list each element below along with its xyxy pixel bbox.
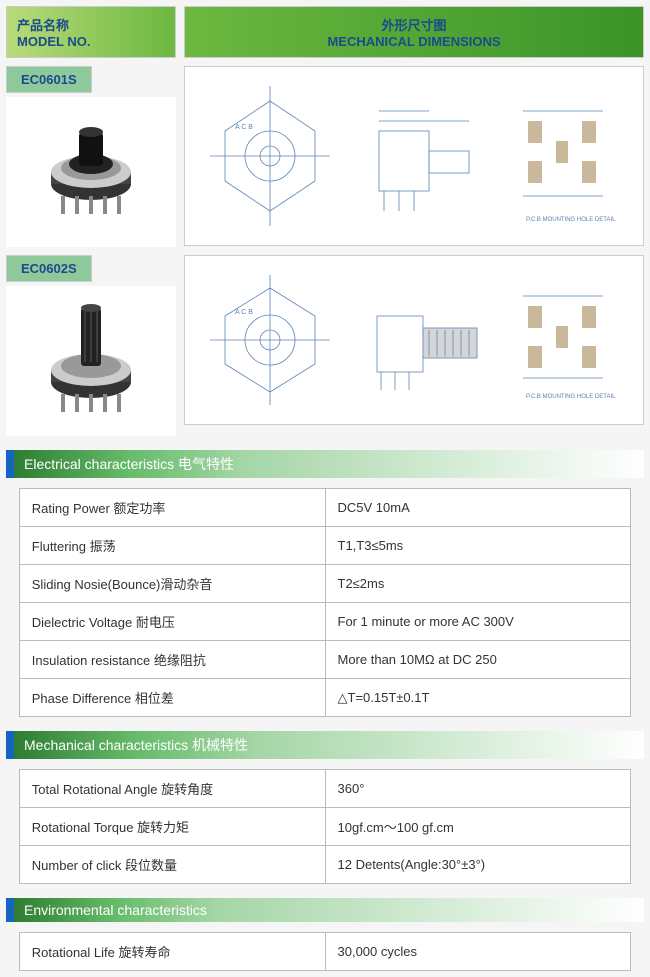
dimensions-box-1: A C B P.C.B MOUNTING HOLE DETAIL [184,66,644,246]
mechanical-table: Total Rotational Angle 旋转角度360° Rotation… [19,769,631,884]
tech-drawing-side-icon [359,270,489,410]
header-dim-en: MECHANICAL DIMENSIONS [195,34,633,49]
spec-label: Dielectric Voltage 耐电压 [19,603,325,641]
header-model-cn: 产品名称 [17,15,165,34]
table-row: Dielectric Voltage 耐电压 For 1 minute or m… [19,603,630,641]
tech-drawing-top-icon: A C B [200,270,340,410]
product-row-1: EC0601S A C B [6,66,644,247]
table-row: Insulation resistance 绝缘阻抗More than 10MΩ… [19,641,630,679]
spec-value: For 1 minute or more AC 300V [325,603,631,641]
product-image-1 [6,97,176,247]
spec-label: Fluttering 振荡 [19,527,325,565]
dimensions-box-2: A C B P.C.B MOUNTING HOLE DETAIL [184,255,644,425]
section-bar-environmental: Environmental characteristics [6,898,644,922]
section-title-mechanical: Mechanical characteristics 机械特性 [14,731,258,759]
spec-label: Rotational Torque 旋转力矩 [19,808,325,846]
spec-label: Phase Difference 相位差 [19,679,325,717]
table-row: Rating Power 额定功率DC5V 10mA [19,489,630,527]
header-dimensions: 外形尺寸图 MECHANICAL DIMENSIONS [184,6,644,58]
spec-label: Total Rotational Angle 旋转角度 [19,770,325,808]
product-left-2: EC0602S [6,255,176,436]
section-bar-mechanical: Mechanical characteristics 机械特性 [6,731,644,759]
tech-drawing-top-icon: A C B [200,81,340,231]
table-row: Rotational Life 旋转寿命30,000 cycles [19,933,630,971]
table-row: Fluttering 振荡T1,T3≤5ms [19,527,630,565]
table-row: Sliding Nosie(Bounce)滑动杂音T2≤2ms [19,565,630,603]
product-left-1: EC0601S [6,66,176,247]
spec-value: △T=0.15T±0.1T [325,679,631,717]
spec-value: More than 10MΩ at DC 250 [325,641,631,679]
encoder-icon [31,296,151,426]
spec-label: Number of click 段位数量 [19,846,325,884]
tech-drawing-pcb-icon: P.C.B MOUNTING HOLE DETAIL [508,81,628,231]
spec-label: Rating Power 额定功率 [19,489,325,527]
section-bar-electrical: Electrical characteristics 电气特性 [6,450,644,478]
section-title-electrical: Electrical characteristics 电气特性 [14,450,244,478]
product-row-2: EC0602S A C [6,255,644,436]
spec-value: 10gf.cm～100 gf.cm [325,808,631,846]
spec-value: T2≤2ms [325,565,631,603]
header-dim-cn: 外形尺寸图 [195,15,633,34]
section-tick-icon [6,731,14,759]
spec-label: Insulation resistance 绝缘阻抗 [19,641,325,679]
spec-value: 360° [325,770,631,808]
spec-label: Rotational Life 旋转寿命 [19,933,325,971]
table-row: Total Rotational Angle 旋转角度360° [19,770,630,808]
spec-value: DC5V 10mA [325,489,631,527]
header-row: 产品名称 MODEL NO. 外形尺寸图 MECHANICAL DIMENSIO… [6,6,644,58]
svg-text:P.C.B MOUNTING HOLE DETAIL: P.C.B MOUNTING HOLE DETAIL [526,217,616,223]
header-model: 产品名称 MODEL NO. [6,6,176,58]
svg-text:A C B: A C B [235,124,253,131]
encoder-icon [31,112,151,232]
section-tick-icon [6,898,14,922]
header-model-en: MODEL NO. [17,34,165,49]
environmental-table: Rotational Life 旋转寿命30,000 cycles [19,932,631,971]
tech-drawing-pcb-icon: P.C.B MOUNTING HOLE DETAIL [508,270,628,410]
spec-label: Sliding Nosie(Bounce)滑动杂音 [19,565,325,603]
section-tick-icon [6,450,14,478]
svg-text:P.C.B MOUNTING HOLE DETAIL: P.C.B MOUNTING HOLE DETAIL [526,394,616,400]
spec-value: T1,T3≤5ms [325,527,631,565]
model-tag-2: EC0602S [6,255,92,282]
electrical-table: Rating Power 额定功率DC5V 10mA Fluttering 振荡… [19,488,631,717]
table-row: Rotational Torque 旋转力矩10gf.cm～100 gf.cm [19,808,630,846]
spec-value: 12 Detents(Angle:30°±3°) [325,846,631,884]
spec-value: 30,000 cycles [325,933,631,971]
tech-drawing-side-icon [359,81,489,231]
table-row: Number of click 段位数量12 Detents(Angle:30°… [19,846,630,884]
product-image-2 [6,286,176,436]
section-title-environmental: Environmental characteristics [14,898,217,922]
model-tag-1: EC0601S [6,66,92,93]
svg-text:A C B: A C B [235,309,253,316]
table-row: Phase Difference 相位差△T=0.15T±0.1T [19,679,630,717]
